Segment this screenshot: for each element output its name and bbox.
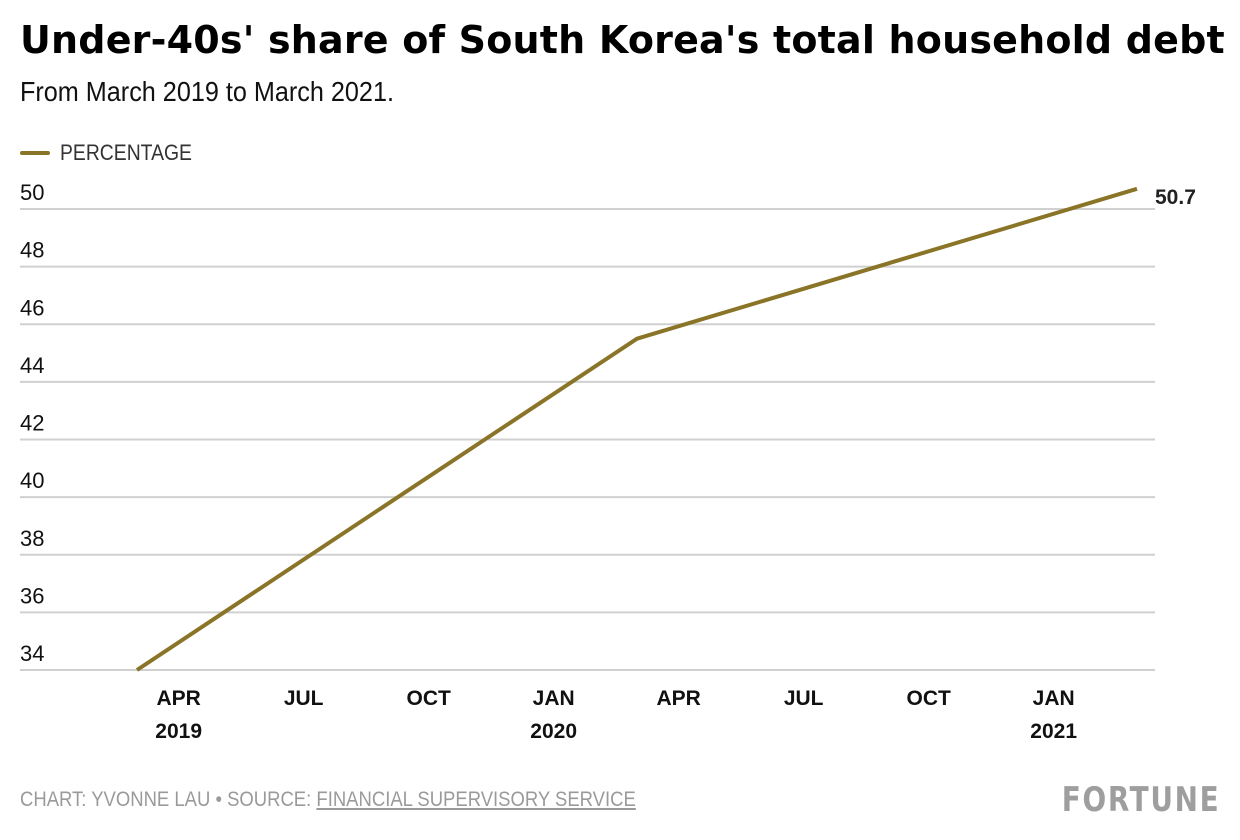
credit-text: CHART: YVONNE LAU • SOURCE: (20, 788, 317, 811)
x-tick-label: JAN (533, 687, 575, 710)
x-tick-year-label: 2019 (155, 720, 202, 743)
fortune-logo: FORTUNE (1061, 780, 1220, 820)
source-link[interactable]: FINANCIAL SUPERVISORY SERVICE (316, 788, 636, 811)
footer-credit: CHART: YVONNE LAU • SOURCE: FINANCIAL SU… (20, 788, 636, 812)
gridlines (20, 208, 1155, 671)
x-tick-label: JUL (284, 687, 324, 710)
x-tick-label: JAN (1033, 687, 1075, 710)
series-layer (135, 186, 1138, 672)
x-tick-label: OCT (407, 687, 452, 710)
chart-subtitle: From March 2019 to March 2021. (20, 76, 394, 107)
x-tick-label: OCT (907, 687, 952, 710)
x-tick-label: APR (156, 687, 200, 710)
y-tick-label: 48 (20, 238, 44, 263)
x-tick-label: APR (656, 687, 700, 710)
x-tick-label: JUL (784, 687, 824, 710)
series-line-percentage (135, 186, 1138, 672)
annotations: 50.7 (1155, 186, 1196, 209)
y-tick-label: 46 (20, 295, 44, 320)
y-tick-label: 42 (20, 411, 44, 436)
y-tick-label: 50 (20, 180, 44, 205)
x-axis-ticks: APR 2019 JUL OCT JAN 2020 APR JUL OCT JAN 2021 (155, 687, 1077, 743)
y-tick-label: 44 (20, 353, 44, 378)
y-tick-label: 38 (20, 526, 44, 551)
legend-swatch (20, 151, 50, 155)
y-tick-label: 36 (20, 583, 44, 608)
chart-title: Under-40s' share of South Korea's total … (20, 18, 1225, 62)
y-tick-label: 40 (20, 468, 44, 493)
x-tick-year-label: 2021 (1030, 720, 1077, 743)
y-tick-label: 34 (20, 641, 44, 666)
legend: PERCENTAGE (20, 140, 210, 166)
x-tick-year-label: 2020 (530, 720, 577, 743)
legend-label: PERCENTAGE (60, 140, 192, 165)
y-axis-ticks: 50 48 46 44 42 40 38 36 34 (20, 180, 44, 666)
end-value-label: 50.7 (1155, 186, 1196, 209)
